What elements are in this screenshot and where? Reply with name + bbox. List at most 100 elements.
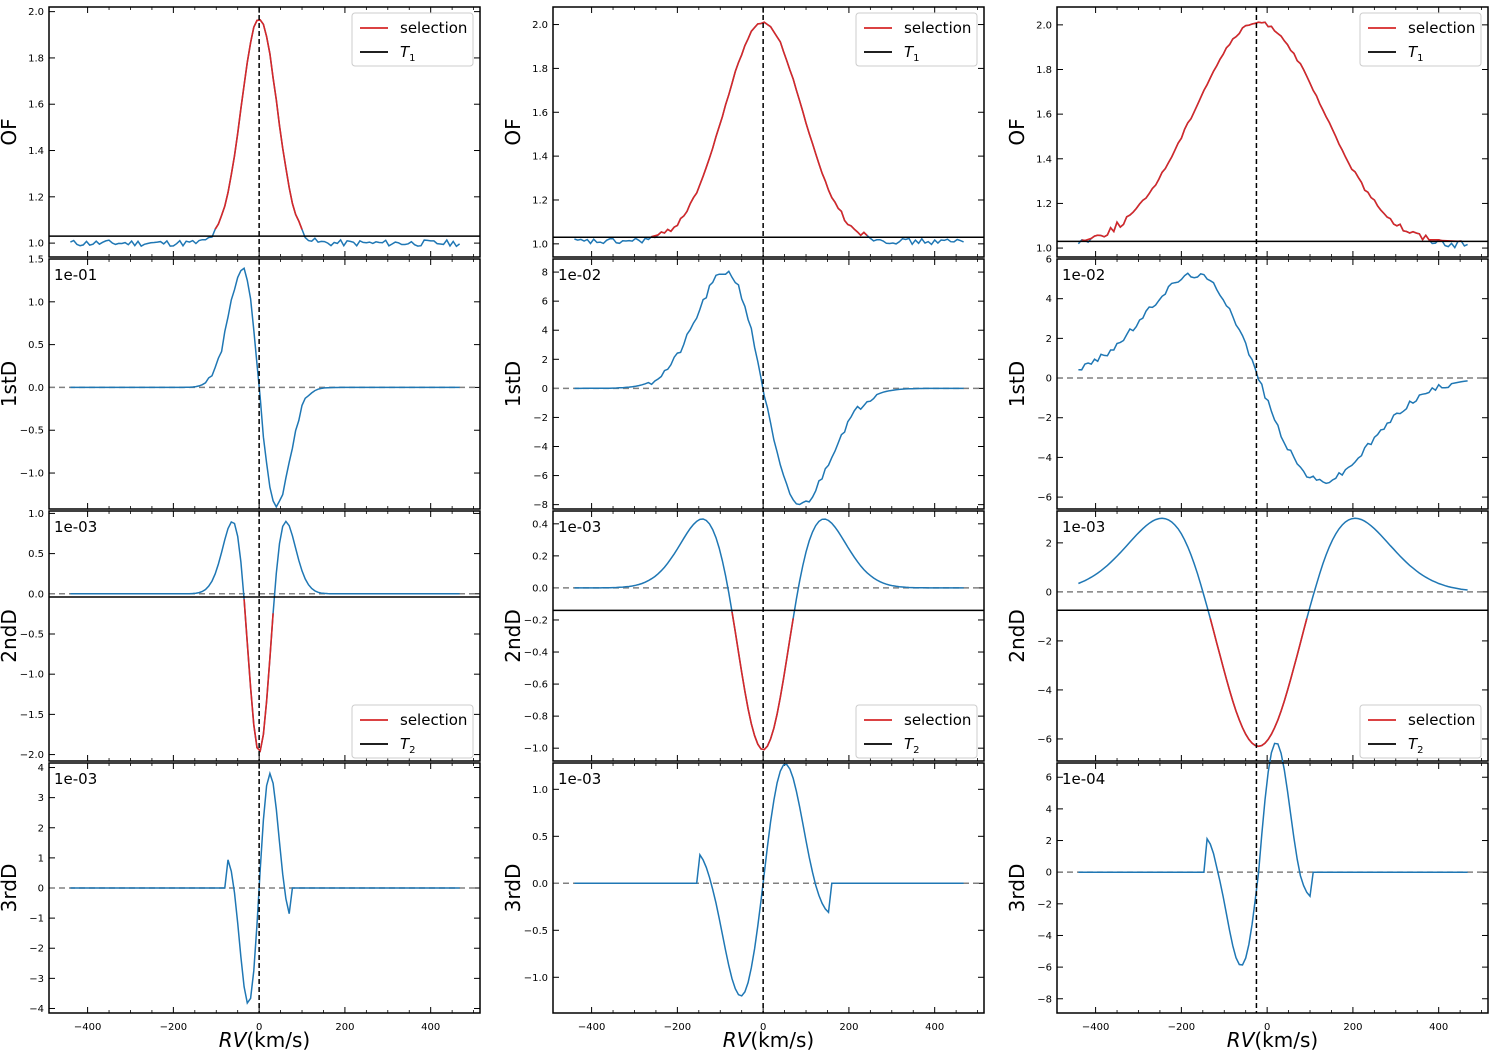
- panel-frame: [48, 258, 481, 510]
- panel-1std: −1.0 −0.5 0.0 0.5 1.0 1.5 1stD 1e-01: [0, 255, 481, 510]
- y-tick-label: 4: [38, 763, 44, 774]
- chart-column-3: 1.0 1.2 1.4 1.6 1.8 2.0 OF selection T1 −6 −4 −2 0 2 4…: [1005, 6, 1489, 1052]
- x-axis-label: RV(km/s): [1227, 1028, 1318, 1052]
- y-tick-label: −0.8: [524, 712, 548, 723]
- y-tick-label: 2: [542, 355, 548, 366]
- y-tick-label: −2: [1037, 636, 1052, 647]
- y-tick-label: 1.0: [1036, 244, 1052, 255]
- y-tick-label: 0: [38, 884, 44, 895]
- scale-factor-label: 1e-01: [54, 266, 97, 284]
- y-axis-label: 1stD: [501, 361, 525, 407]
- y-tick-label: 1.4: [28, 146, 44, 157]
- y-tick-label: −1.0: [524, 744, 548, 755]
- x-tick-label: −400: [578, 1022, 605, 1033]
- legend-threshold-label: T1: [904, 43, 920, 64]
- y-tick-label: 1.4: [532, 152, 548, 163]
- scale-factor-label: 1e-03: [558, 518, 601, 536]
- y-tick-label: 1.0: [28, 297, 44, 308]
- panel-1std: −6 −4 −2 0 2 4 6 1stD 1e-02: [1005, 255, 1489, 510]
- x-tick-label: 400: [421, 1022, 440, 1033]
- y-tick-label: 1.2: [1036, 199, 1052, 210]
- x-axis-label: RV(km/s): [723, 1028, 814, 1052]
- scale-factor-label: 1e-03: [1062, 518, 1105, 536]
- panel-3rdd: −4 −3 −2 −1 0 1 2 3 4 −400 −200 0 200 400 3rdD 1e-03: [0, 762, 481, 1033]
- legend: selection T2: [351, 704, 474, 759]
- x-tick-label: 400: [925, 1022, 944, 1033]
- y-tick-label: 0: [542, 384, 548, 395]
- y-tick-label: 2: [1046, 836, 1052, 847]
- y-tick-label: 1.6: [1036, 110, 1052, 121]
- selection-line: [243, 599, 274, 753]
- selection-line: [651, 21, 868, 238]
- y-tick-label: 0.0: [532, 879, 548, 890]
- y-tick-label: 2.0: [1036, 20, 1052, 31]
- scale-factor-label: 1e-03: [558, 770, 601, 788]
- y-tick-label: 0.2: [532, 551, 548, 562]
- y-tick-label: 1: [38, 853, 44, 864]
- x-axis-label: RV(km/s): [219, 1028, 310, 1052]
- panel-frame: [48, 762, 481, 1014]
- panel-frame: [48, 6, 481, 258]
- panel-frame: [1056, 510, 1489, 762]
- y-tick-label: −6: [1037, 963, 1052, 974]
- chart-column-2: 1.01.21.41.61.82.0OFselectionT1−8−6−4−20…: [501, 6, 985, 1052]
- legend-selection-label: selection: [400, 711, 467, 729]
- y-tick-label: −0.6: [524, 680, 548, 691]
- y-tick-label: 1.0: [532, 785, 548, 796]
- selection-line: [731, 611, 794, 751]
- y-axis-label: 1stD: [1005, 361, 1029, 407]
- x-tick-label: −200: [664, 1022, 691, 1033]
- y-tick-label: −0.4: [524, 648, 548, 659]
- y-tick-label: −1: [29, 914, 44, 925]
- y-tick-label: −2.0: [20, 750, 44, 761]
- y-tick-label: 1.8: [28, 53, 44, 64]
- selection-line: [1209, 618, 1308, 748]
- x-tick-label: 400: [1429, 1022, 1448, 1033]
- panel-2ndd: −1.0 −0.8 −0.6 −0.4 −0.2 0.0 0.2 0.4 2ndD 1e-03 se…: [501, 510, 985, 762]
- y-axis-label: 1stD: [0, 361, 21, 407]
- y-tick-label: 0: [1046, 868, 1052, 879]
- legend-selection-label: selection: [904, 19, 971, 37]
- x-tick-label: 200: [1343, 1022, 1362, 1033]
- data-line: [70, 770, 460, 1005]
- x-tick-label: 200: [335, 1022, 354, 1033]
- y-tick-label: −4: [1037, 685, 1052, 696]
- y-tick-label: −0.2: [524, 615, 548, 626]
- y-tick-label: 1.2: [532, 195, 548, 206]
- y-tick-label: 6: [1046, 255, 1052, 266]
- legend-threshold-label: T1: [1408, 43, 1424, 64]
- scale-factor-label: 1e-03: [54, 770, 97, 788]
- legend: selection T2: [1359, 704, 1482, 759]
- selection-line: [1081, 21, 1462, 243]
- y-tick-label: −0.5: [20, 426, 44, 437]
- y-tick-label: 1.0: [28, 239, 44, 250]
- panel-frame: [1056, 762, 1489, 1014]
- y-tick-label: 2: [1046, 334, 1052, 345]
- y-tick-label: 1.5: [28, 255, 44, 266]
- legend-selection-label: selection: [400, 19, 467, 37]
- y-tick-label: 1.0: [532, 239, 548, 250]
- y-tick-label: −4: [533, 442, 548, 453]
- scale-factor-label: 1e-03: [54, 518, 97, 536]
- y-tick-label: −2: [29, 944, 44, 955]
- panel-frame: [48, 510, 481, 762]
- y-tick-label: 3: [38, 793, 44, 804]
- panel-frame: [552, 762, 985, 1014]
- y-tick-label: 0.5: [28, 340, 44, 351]
- data-line: [574, 763, 964, 997]
- legend-selection-label: selection: [1408, 19, 1475, 37]
- y-tick-label: 0: [1046, 374, 1052, 385]
- y-tick-label: 2: [1046, 538, 1052, 549]
- y-tick-label: 1.8: [1036, 65, 1052, 76]
- data-line: [574, 270, 964, 506]
- y-tick-label: −2: [1037, 413, 1052, 424]
- panel-frame: [552, 258, 985, 510]
- panel-3rdd: −8 −6 −4 −2 0 2 4 6 −400 −200 0 200 400 3rdD 1e-04: [1005, 742, 1489, 1033]
- y-tick-label: 0.5: [28, 549, 44, 560]
- y-tick-label: 0.5: [532, 832, 548, 843]
- panel-3rdd: −1.0 −0.5 0.0 0.5 1.0 −400 −200 0 200 400 3rdD 1e-0…: [501, 762, 985, 1033]
- panel-2ndd: −6 −4 −2 0 2 2ndD 1e-03 selection T2: [1005, 510, 1489, 762]
- y-tick-label: 4: [542, 326, 548, 337]
- y-tick-label: 1.8: [532, 64, 548, 75]
